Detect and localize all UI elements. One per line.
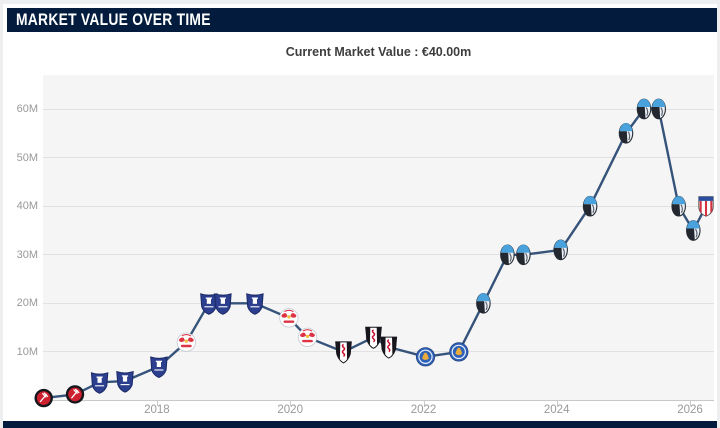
data-point-atalanta[interactable] bbox=[618, 122, 634, 144]
data-point-leicester-city[interactable] bbox=[415, 347, 436, 367]
x-axis-label: 2020 bbox=[277, 404, 303, 416]
data-point-everton[interactable] bbox=[200, 293, 218, 315]
gridline bbox=[43, 108, 714, 110]
data-point-fulham[interactable] bbox=[380, 336, 398, 359]
plot-area[interactable] bbox=[43, 75, 714, 401]
data-point-everton[interactable] bbox=[90, 372, 109, 394]
gridline bbox=[43, 351, 714, 353]
data-point-atalanta[interactable] bbox=[582, 195, 598, 217]
data-point-atalanta[interactable] bbox=[476, 292, 491, 314]
data-point-atletico-madrid[interactable] bbox=[698, 196, 714, 217]
data-point-everton[interactable] bbox=[150, 356, 168, 379]
x-axis-tick bbox=[690, 400, 691, 406]
y-axis-label: 60M bbox=[16, 103, 38, 115]
data-point-everton[interactable] bbox=[214, 293, 232, 315]
data-point-rb-leipzig[interactable] bbox=[176, 332, 196, 352]
y-axis-label: 20M bbox=[16, 297, 38, 310]
y-axis-label: 40M bbox=[16, 200, 38, 213]
data-point-rb-leipzig[interactable] bbox=[297, 327, 318, 347]
y-axis-label: 10M bbox=[16, 345, 38, 358]
current-market-value-text: Current Market Value : €40.00m bbox=[285, 45, 472, 59]
data-point-charlton-athletic[interactable] bbox=[34, 388, 53, 408]
section-header: MARKET VALUE OVER TIME bbox=[7, 8, 717, 32]
x-axis-label: 2022 bbox=[410, 404, 437, 416]
gridline bbox=[43, 157, 714, 159]
data-point-charlton-athletic[interactable] bbox=[65, 385, 85, 404]
y-axis-label: 50M bbox=[16, 151, 38, 164]
section-title: MARKET VALUE OVER TIME bbox=[16, 10, 211, 29]
x-axis-tick bbox=[556, 400, 558, 406]
x-axis-tick bbox=[423, 400, 425, 406]
data-point-rb-leipzig[interactable] bbox=[279, 308, 299, 328]
gridline bbox=[43, 254, 714, 256]
data-point-everton[interactable] bbox=[116, 370, 134, 393]
data-point-everton[interactable] bbox=[246, 293, 264, 315]
data-point-atalanta[interactable] bbox=[651, 98, 666, 120]
market-value-line bbox=[43, 107, 708, 400]
data-point-atalanta[interactable] bbox=[553, 239, 568, 261]
data-point-atalanta[interactable] bbox=[500, 244, 515, 266]
gridline bbox=[43, 205, 714, 207]
x-axis-label: 2026 bbox=[677, 404, 703, 416]
x-axis-label: 2018 bbox=[144, 404, 170, 416]
data-point-atalanta[interactable] bbox=[686, 220, 701, 241]
data-point-leicester-city[interactable] bbox=[449, 342, 469, 362]
footer-bar bbox=[3, 421, 717, 428]
x-axis-tick bbox=[290, 400, 292, 406]
data-point-atalanta[interactable] bbox=[516, 244, 531, 266]
x-axis-tick bbox=[156, 400, 158, 406]
x-axis-label: 2024 bbox=[543, 404, 570, 416]
data-point-fulham[interactable] bbox=[365, 326, 382, 349]
gridline bbox=[43, 302, 714, 304]
data-point-atalanta[interactable] bbox=[636, 98, 652, 120]
data-point-fulham[interactable] bbox=[335, 341, 352, 364]
y-axis-label: 30M bbox=[16, 248, 38, 261]
data-point-atalanta[interactable] bbox=[671, 195, 686, 217]
